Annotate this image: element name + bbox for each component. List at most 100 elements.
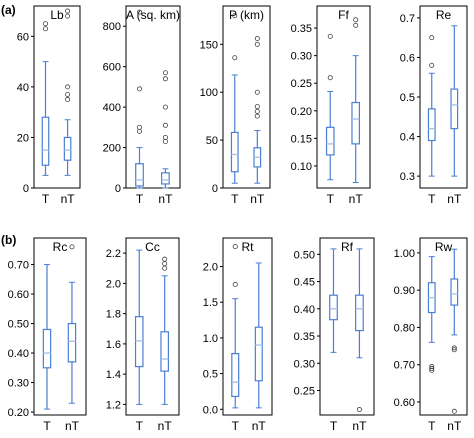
plot-title: Cc	[145, 240, 160, 254]
y-tick-label: 0.80	[394, 322, 415, 334]
outlier-point	[162, 104, 168, 110]
x-tick-label: nT	[349, 192, 364, 206]
outlier-point	[254, 108, 260, 114]
outlier-point	[43, 26, 49, 32]
y-tick-label: 0.6	[400, 52, 415, 64]
outlier-point	[327, 33, 333, 39]
boxplot-panel-3: Ff 0.10 0.15 0.20 0.25 0.30 0.35 T nT	[291, 5, 371, 206]
outlier-point	[65, 8, 71, 14]
plot-frame	[222, 5, 271, 189]
box-iqr	[254, 326, 263, 382]
outlier-point	[429, 365, 435, 371]
outlier-point	[353, 22, 359, 28]
y-tick-label: 0.25	[291, 78, 312, 90]
box-iqr	[135, 163, 144, 187]
y-tick-label: 1.0	[203, 333, 218, 345]
outlier-point	[451, 408, 457, 414]
y-tick-label: 0.60	[8, 289, 29, 301]
outlier-point	[429, 364, 435, 370]
box-iqr	[231, 353, 240, 398]
x-tick-label: nT	[250, 192, 265, 206]
x-tick-label: nT	[447, 192, 462, 206]
y-tick-label: 1.2	[106, 399, 121, 411]
boxplot-panel-1: A (sq. km) 0 200 400 600 800 T nT	[103, 5, 181, 206]
panel-label-a: (a)	[1, 3, 16, 17]
outlier-point	[429, 35, 435, 41]
y-tick-label: 0.35	[294, 331, 315, 343]
y-tick-label: 0.30	[291, 51, 312, 63]
y-tick-label: 0.60	[394, 397, 415, 409]
box-iqr	[41, 116, 50, 166]
y-tick-label: 0.10	[291, 161, 312, 173]
y-tick-label: 1.4	[106, 369, 121, 381]
outlier-point	[327, 75, 333, 81]
x-tick-label: T	[42, 192, 50, 206]
x-tick-label: T	[330, 419, 338, 433]
x-tick-label: nT	[61, 192, 76, 206]
y-tick-label: 0.30	[294, 358, 315, 370]
box-iqr	[42, 328, 52, 369]
outlier-point	[451, 345, 457, 351]
outlier-point	[162, 122, 168, 128]
x-tick-label: T	[136, 192, 144, 206]
y-tick-label: 1.8	[106, 309, 121, 321]
outlier-point	[136, 86, 142, 92]
box-iqr	[67, 322, 77, 363]
outlier-point	[429, 367, 435, 373]
plot-frame	[33, 237, 87, 416]
outlier-point	[65, 84, 71, 90]
outlier-point	[254, 104, 260, 110]
box-iqr	[325, 126, 335, 156]
y-tick-label: 0.5	[400, 92, 415, 104]
panel-label-b: (b)	[1, 233, 16, 247]
boxplot-panel-2: P (km) 0 50 100 150 T nT	[200, 5, 271, 206]
plot-title: A (sq. km)	[126, 8, 180, 22]
y-tick-label: 0.70	[394, 360, 415, 372]
box-iqr	[134, 316, 144, 368]
box-iqr	[351, 101, 361, 145]
y-tick-label: 600	[103, 62, 121, 74]
y-tick-label: 40	[17, 82, 29, 94]
outlier-point	[162, 261, 168, 267]
box-iqr	[160, 331, 169, 372]
y-tick-label: 0.35	[291, 23, 312, 35]
plot-title: Ff	[338, 8, 349, 22]
plot-frame	[419, 237, 468, 416]
plot-frame	[125, 237, 180, 416]
outlier-point	[43, 21, 49, 27]
outlier-point	[254, 41, 260, 47]
y-tick-label: 2.2	[106, 248, 121, 260]
box-iqr	[355, 294, 364, 332]
x-tick-label: nT	[158, 419, 173, 433]
plot-frame	[125, 5, 181, 189]
y-tick-label: 0.90	[394, 285, 415, 297]
x-tick-label: T	[428, 192, 436, 206]
y-tick-label: 0.40	[8, 348, 29, 360]
plot-title: P (km)	[229, 8, 264, 22]
y-tick-label: 150	[200, 39, 218, 51]
plot-frame	[222, 237, 273, 416]
y-tick-label: 0.20	[291, 106, 312, 118]
plot-title: Lb	[50, 8, 64, 22]
outlier-point	[162, 265, 168, 271]
outlier-point	[254, 113, 260, 119]
outlier-point	[162, 138, 168, 144]
outlier-point	[162, 70, 168, 76]
x-tick-label: T	[232, 419, 240, 433]
outlier-point	[356, 407, 362, 413]
x-tick-label: nT	[352, 419, 367, 433]
outlier-point	[232, 244, 238, 250]
y-tick-label: 2.0	[106, 278, 121, 290]
outlier-point	[162, 256, 168, 262]
outlier-point	[254, 89, 260, 95]
plot-title: Rc	[53, 240, 68, 254]
y-tick-label: 20	[17, 132, 29, 144]
boxplot-panel-9: Rw 0.60 0.70 0.80 0.90 1.00 T nT	[394, 237, 468, 433]
y-tick-label: 0.15	[291, 133, 312, 145]
y-tick-label: 0.5	[203, 369, 218, 381]
y-tick-label: 800	[103, 21, 121, 33]
box-iqr	[427, 108, 436, 142]
box-iqr	[329, 294, 338, 321]
plot-title: Rf	[341, 240, 354, 254]
outlier-point	[162, 134, 168, 140]
